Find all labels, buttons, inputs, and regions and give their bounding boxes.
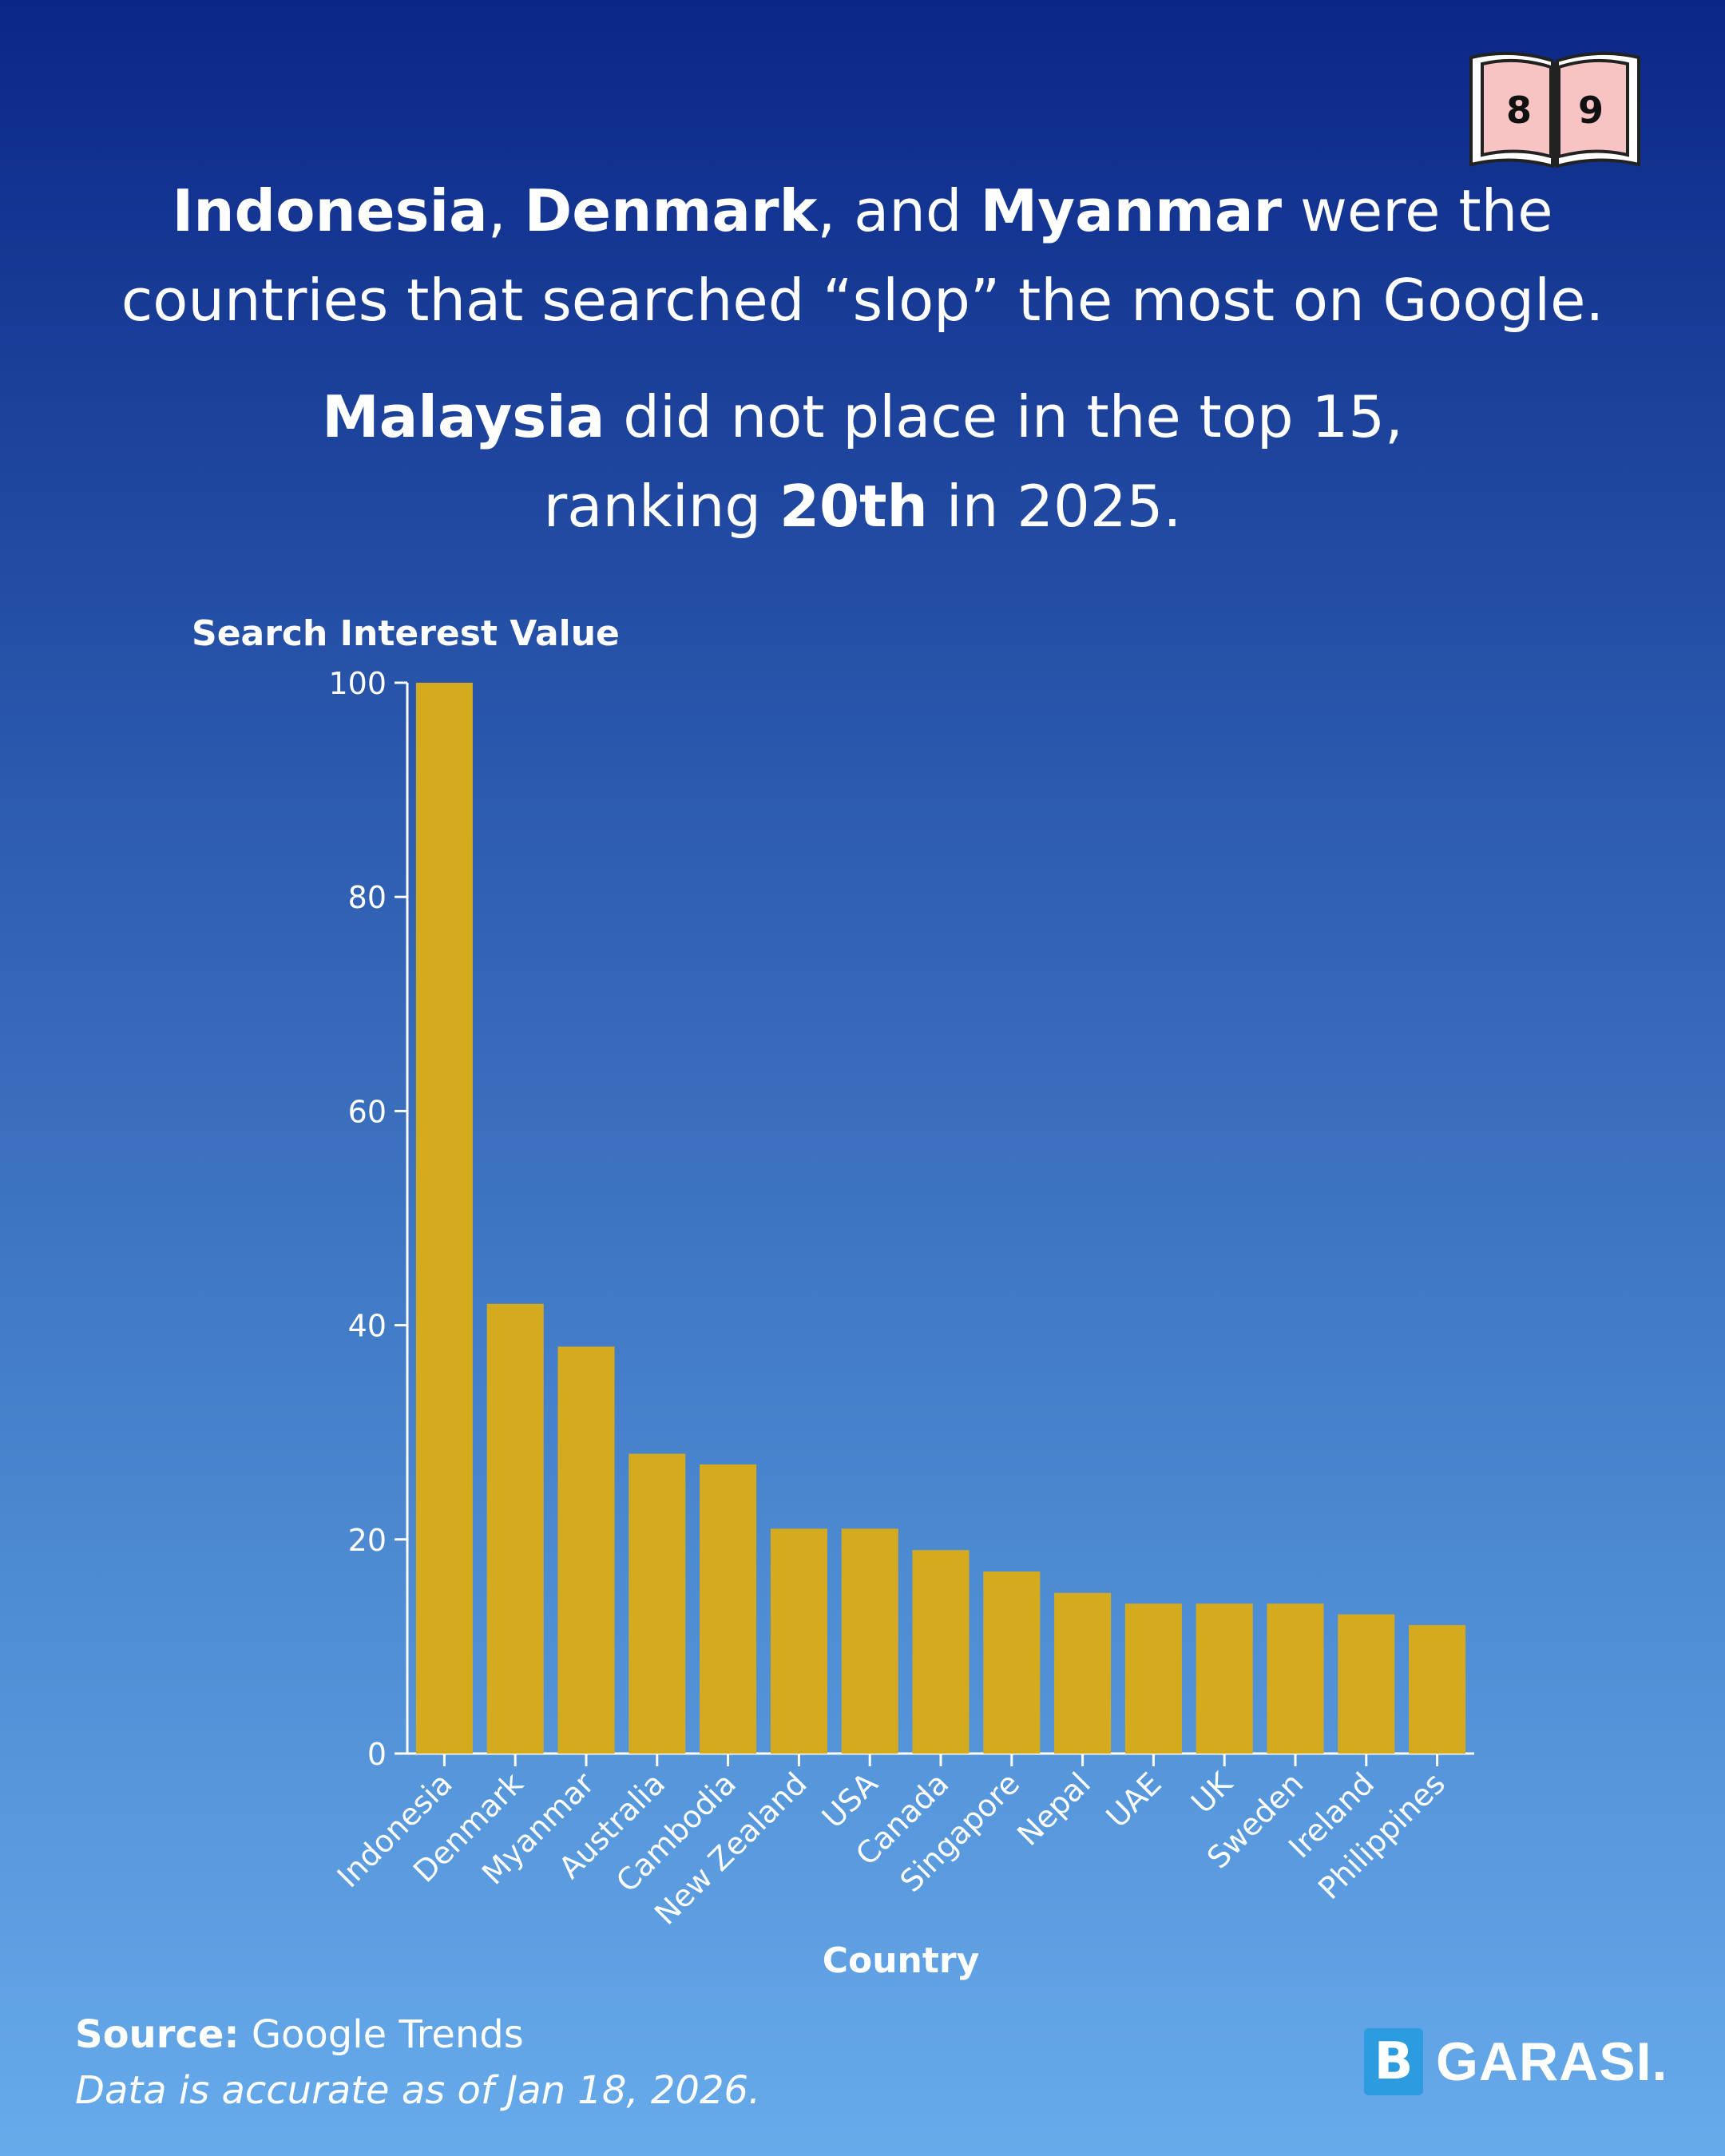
open-book-icon: 8 9: [1469, 51, 1640, 168]
rank-highlight: 20th: [779, 473, 928, 540]
y-axis: 0 20 40 60 80 100: [328, 666, 409, 1772]
bar-canada: [912, 1550, 970, 1754]
bar-singapore: [983, 1571, 1041, 1754]
book-left-page-number: 8: [1506, 89, 1532, 132]
bar-myanmar: [557, 1346, 615, 1754]
source-line: Source: Google Trends: [75, 2012, 524, 2057]
bar-usa: [841, 1528, 898, 1754]
x-tick-label: UAE: [1100, 1766, 1168, 1834]
bar-chart: Search Interest Value Country 0 20 40 60 80 1…: [192, 613, 1474, 1981]
country-highlight-denmark: Denmark: [524, 177, 818, 244]
bars: [415, 683, 1466, 1754]
y-tick-label: 40: [348, 1309, 387, 1344]
x-axis-label: Country: [823, 1940, 980, 1981]
bar-australia: [629, 1453, 686, 1754]
headline-top: Indonesia, Denmark, and Myanmar were the…: [0, 166, 1725, 345]
bar-cambodia: [700, 1464, 757, 1754]
source-label: Source:: [75, 2012, 240, 2057]
x-axis: IndonesiaDenmarkMyanmarAustraliaCambodia…: [331, 1752, 1474, 1932]
bar-sweden: [1267, 1603, 1324, 1754]
bar-ireland: [1338, 1614, 1395, 1754]
y-tick-label: 60: [348, 1094, 387, 1129]
source-value: Google Trends: [239, 2012, 524, 2057]
country-highlight-myanmar: Myanmar: [980, 177, 1283, 244]
y-tick-label: 80: [348, 880, 387, 915]
y-tick-label: 20: [348, 1523, 387, 1558]
bar-philippines: [1409, 1625, 1466, 1754]
book-right-page-number: 9: [1578, 89, 1604, 132]
bar-uae: [1124, 1603, 1182, 1754]
headline-line-1: Indonesia, Denmark, and Myanmar were the: [172, 177, 1553, 244]
bar-denmark: [486, 1303, 544, 1754]
y-axis-label: Search Interest Value: [192, 613, 620, 654]
bar-new-zealand: [770, 1528, 827, 1754]
headline-line-2: countries that searched “slop” the most …: [121, 267, 1604, 334]
country-highlight-indonesia: Indonesia: [172, 177, 488, 244]
headline-bottom: Malaysia did not place in the top 15, ra…: [0, 372, 1725, 551]
brand-name: GARASI.: [1436, 2031, 1668, 2092]
brand-logo: B GARASI.: [1364, 2028, 1668, 2095]
data-accuracy-note: Data is accurate as of Jan 18, 2026.: [75, 2068, 761, 2113]
bar-nepal: [1054, 1592, 1112, 1754]
bar-uk: [1196, 1603, 1253, 1754]
x-tick-label: UK: [1184, 1765, 1239, 1820]
country-highlight-malaysia: Malaysia: [322, 383, 605, 450]
headline-line-4: ranking 20th in 2025.: [543, 473, 1182, 540]
x-tick-label: Nepal: [1010, 1766, 1097, 1853]
headline-line-3: Malaysia did not place in the top 15,: [322, 383, 1403, 450]
y-tick-label: 0: [367, 1737, 387, 1772]
y-tick-label: 100: [328, 666, 387, 701]
bar-indonesia: [415, 683, 473, 1754]
brand-mark-icon: B: [1364, 2028, 1423, 2095]
